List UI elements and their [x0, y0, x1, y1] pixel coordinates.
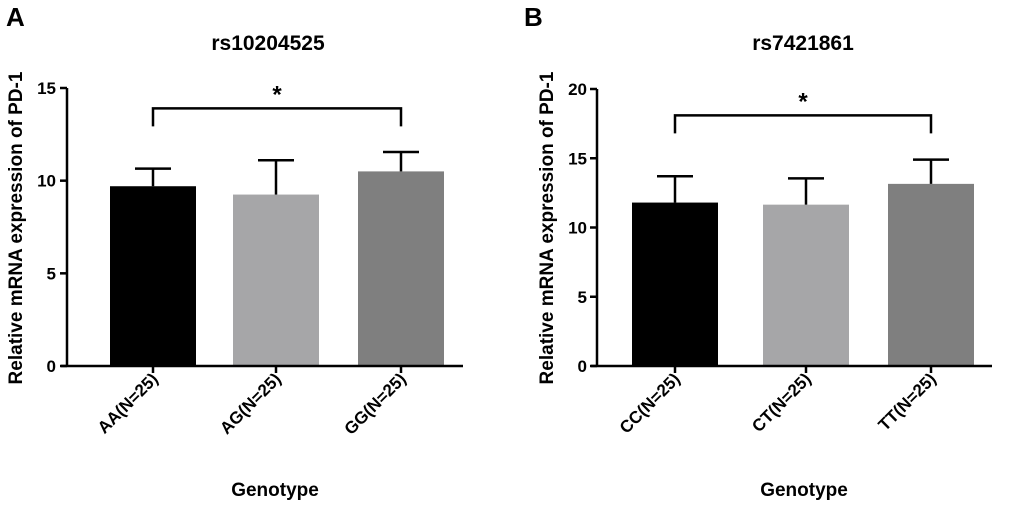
bar-a-1: [233, 194, 319, 366]
bar-b-2: [888, 183, 974, 366]
y-tick-label-a-2: 10: [37, 172, 56, 191]
plot-area-b: 0 5 10 15 20 CC(N=25) CT(N=25) TT(N=25) *: [568, 80, 992, 437]
y-tick-label-a-1: 5: [47, 264, 56, 283]
chart-title-b: rs7421861: [752, 32, 854, 55]
panel-b: B rs7421861 Relative mRNA expression of …: [524, 2, 992, 501]
y-tick-label-b-4: 20: [568, 80, 587, 99]
y-tick-label-b-0: 0: [578, 357, 587, 376]
bar-a-2: [358, 171, 444, 366]
y-tick-label-b-1: 5: [578, 288, 587, 307]
category-label-b-0: CC(N=25): [616, 369, 684, 437]
x-axis-label-b: Genotype: [760, 480, 848, 501]
significance-bracket-b: [673, 114, 933, 134]
chart-title-a: rs10204525: [211, 32, 325, 55]
category-label-a-2: GG(N=25): [341, 369, 410, 438]
bar-a-0: [110, 186, 196, 366]
significance-bracket-a: [151, 107, 403, 127]
bar-b-0: [632, 202, 718, 366]
panel-label-a: A: [6, 2, 25, 32]
category-label-a-0: AA(N=25): [94, 369, 162, 437]
y-tick-label-b-2: 10: [568, 219, 587, 238]
category-label-b-1: CT(N=25): [748, 369, 815, 436]
panel-label-b: B: [524, 2, 543, 32]
category-label-b-2: TT(N=25): [875, 369, 940, 434]
y-axis-label-a: Relative mRNA expression of PD-1: [6, 71, 27, 384]
bar-b-1: [763, 204, 849, 366]
significance-star-b: *: [798, 88, 808, 115]
y-tick-label-a-3: 15: [37, 79, 56, 98]
x-axis-label-a: Genotype: [231, 480, 319, 501]
y-tick-label-a-0: 0: [47, 357, 56, 376]
significance-star-a: *: [272, 81, 282, 108]
y-tick-label-b-3: 15: [568, 149, 587, 168]
category-label-a-1: AG(N=25): [216, 369, 285, 438]
panel-a: A rs10204525 Relative mRNA expression of…: [6, 2, 463, 501]
y-axis-label-b: Relative mRNA expression of PD-1: [537, 71, 558, 384]
plot-area-a: 0 5 10 15 AA(N=25) AG(N=25) GG(N=25) *: [37, 79, 463, 439]
